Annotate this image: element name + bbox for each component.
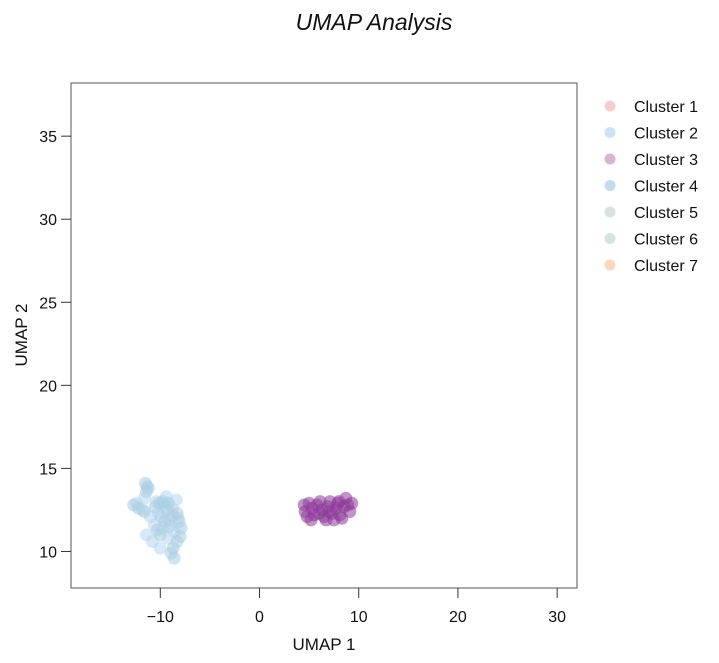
legend-swatch: [604, 180, 616, 191]
legend-label: Cluster 7: [634, 258, 698, 275]
y-tick-label: 15: [39, 461, 57, 478]
scatter-point: [161, 496, 175, 510]
x-tick-label: 10: [350, 609, 368, 626]
scatter-point: [137, 505, 151, 519]
y-tick-label: 30: [39, 212, 57, 229]
chart-title: UMAP Analysis: [296, 9, 453, 35]
x-tick-label: 0: [255, 609, 264, 626]
y-axis-ticks: 10 15 20 25 30 35: [39, 129, 71, 561]
scatter-point: [345, 496, 359, 510]
y-tick-label: 10: [39, 544, 57, 561]
scatter-point: [153, 541, 167, 555]
scatter-point: [304, 513, 318, 527]
y-tick-label: 35: [39, 129, 57, 146]
legend-label: Cluster 6: [634, 232, 698, 249]
scatter-point: [332, 495, 346, 509]
x-tick-label: 30: [548, 609, 566, 626]
scatter-points: [127, 476, 359, 565]
x-tick-label: −10: [147, 609, 174, 626]
scatter-point: [322, 505, 336, 519]
scatter-point: [153, 528, 167, 542]
y-tick-label: 25: [39, 295, 57, 312]
x-tick-label: 20: [449, 609, 467, 626]
y-axis-label: UMAP 2: [12, 304, 31, 367]
scatter-point: [167, 551, 181, 565]
legend-swatch: [604, 233, 616, 244]
legend-label: Cluster 5: [634, 205, 698, 222]
legend-label: Cluster 3: [634, 152, 698, 169]
scatter-point: [162, 520, 176, 534]
y-tick-label: 20: [39, 378, 57, 395]
legend-label: Cluster 1: [634, 99, 698, 116]
x-axis-ticks: −10 0 10 20 30: [147, 588, 566, 626]
legend-swatch: [604, 153, 616, 165]
legend-swatch: [604, 206, 616, 218]
legend-swatch: [604, 127, 616, 138]
legend-swatch: [604, 100, 616, 112]
x-axis-label: UMAP 1: [293, 635, 356, 654]
plot-frame: [70, 82, 578, 589]
legend-swatch: [604, 259, 616, 271]
scatter-point: [139, 485, 153, 499]
legend: Cluster 1 Cluster 2 Cluster 3 Cluster 4 Clus…: [604, 99, 698, 275]
legend-label: Cluster 4: [634, 179, 698, 196]
legend-label: Cluster 2: [634, 126, 698, 143]
